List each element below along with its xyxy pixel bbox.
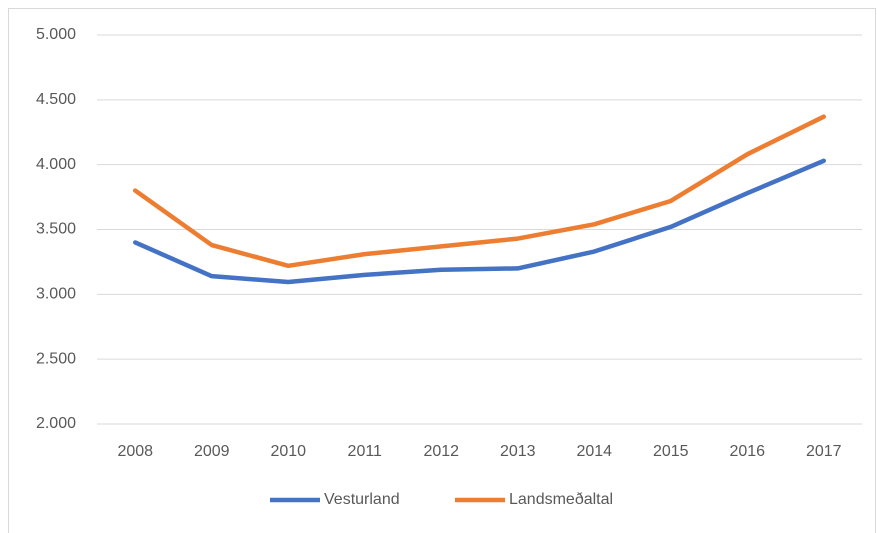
x-tick-label: 2016 — [729, 443, 765, 460]
x-tick-label: 2008 — [117, 443, 153, 460]
y-tick-label: 4.500 — [36, 91, 76, 108]
y-tick-label: 3.500 — [36, 221, 76, 238]
y-tick-label: 5.000 — [36, 26, 76, 43]
legend-label: Landsmeðaltal — [509, 491, 613, 508]
series-line — [133, 158, 826, 285]
x-tick-label: 2011 — [348, 443, 383, 460]
series-line — [133, 114, 826, 269]
y-tick-label: 4.000 — [36, 156, 76, 173]
x-tick-label: 2009 — [194, 443, 230, 460]
x-tick-label: 2017 — [806, 443, 842, 460]
x-tick-label: 2012 — [423, 443, 459, 460]
y-tick-label: 3.000 — [36, 286, 76, 303]
x-tick-label: 2014 — [576, 443, 612, 460]
x-tick-label: 2015 — [653, 443, 689, 460]
x-tick-label: 2013 — [500, 443, 536, 460]
y-tick-label: 2.500 — [36, 350, 76, 367]
y-tick-label: 2.000 — [36, 415, 76, 432]
legend-label: Vesturland — [324, 491, 400, 508]
x-tick-label: 2010 — [270, 443, 306, 460]
